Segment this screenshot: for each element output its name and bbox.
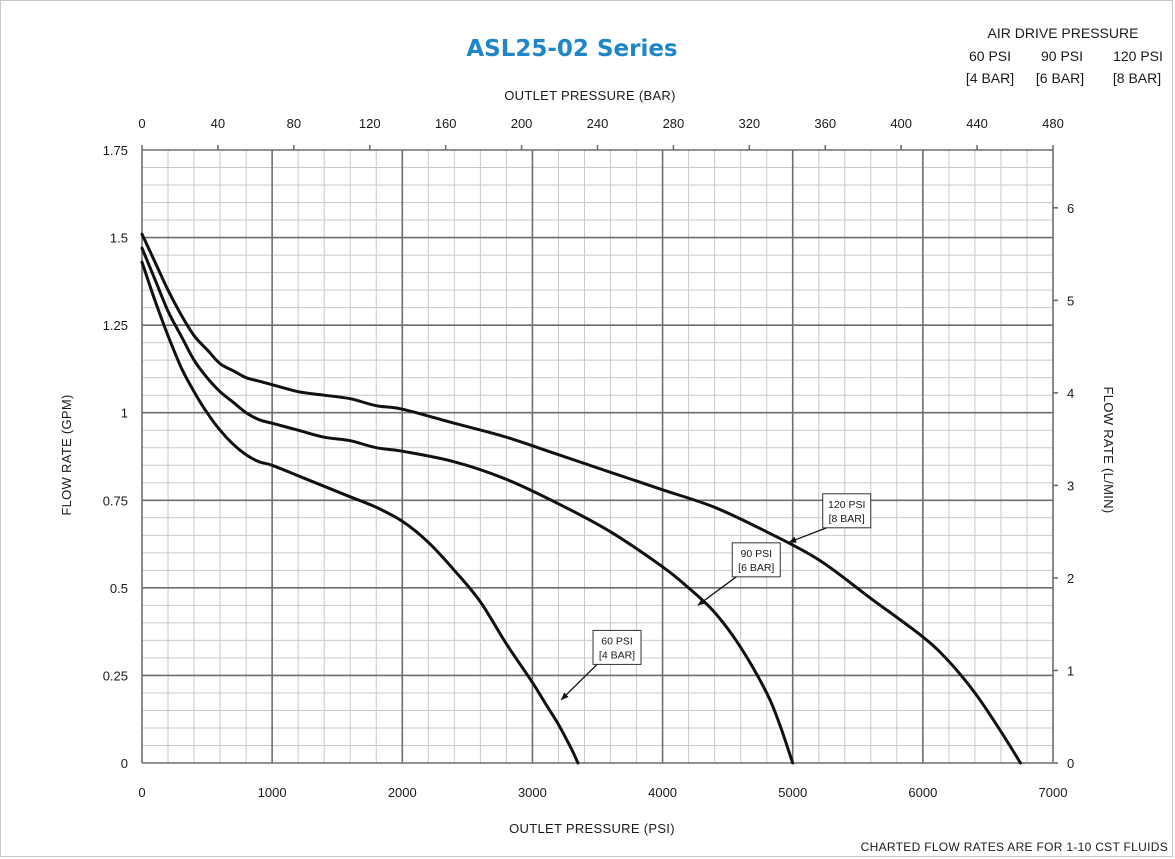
x2-tick-label: 200 — [511, 116, 533, 131]
curves — [140, 232, 1022, 765]
y-tick-label: 1.25 — [103, 318, 128, 333]
x2-tick-label: 240 — [587, 116, 609, 131]
callout-psi-label: 60 PSI — [601, 635, 633, 647]
callout-box — [592, 629, 642, 665]
x2-tick-label: 80 — [287, 116, 301, 131]
callout-bar-label: [4 BAR] — [599, 649, 635, 661]
x-tick-label: 7000 — [1039, 785, 1068, 800]
y2-tick-label: 1 — [1067, 663, 1074, 678]
curve-120-psi — [140, 232, 1022, 765]
grid — [141, 145, 1058, 764]
bottom-axis-title: OUTLET PRESSURE (PSI) — [509, 821, 675, 836]
x-tick-label: 3000 — [518, 785, 547, 800]
x-tick-label: 1000 — [258, 785, 287, 800]
x2-tick-label: 480 — [1042, 116, 1064, 131]
callout-arrow — [560, 663, 598, 701]
x2-tick-label: 360 — [814, 116, 836, 131]
y2-tick-label: 2 — [1067, 571, 1074, 586]
callout-psi-label: 120 PSI — [828, 499, 865, 511]
y2-tick-label: 5 — [1067, 293, 1074, 308]
chart-title: ASL25-02 Series — [466, 36, 677, 62]
y-tick-label: 0.25 — [103, 668, 128, 683]
x-tick-label: 4000 — [648, 785, 677, 800]
top-axis-title: OUTLET PRESSURE (BAR) — [504, 88, 675, 103]
x2-tick-label: 440 — [966, 116, 988, 131]
callout-90-psi: 90 PSI [6 BAR] — [697, 542, 781, 606]
y-tick-label: 1 — [121, 406, 128, 421]
x-tick-label: 2000 — [388, 785, 417, 800]
callout-120-psi: 120 PSI [8 BAR] — [788, 493, 872, 543]
legend-item-90-psi: 90 PSI — [1041, 48, 1083, 64]
y-tick-label: 0.75 — [103, 493, 128, 508]
y-tick-label: 1.75 — [103, 143, 128, 158]
footnote: CHARTED FLOW RATES ARE FOR 1-10 CST FLUI… — [861, 840, 1168, 854]
callout-psi-label: 90 PSI — [741, 548, 773, 560]
callout-arrow — [697, 576, 737, 606]
x2-tick-label: 40 — [211, 116, 225, 131]
callouts: 60 PSI [4 BAR] 90 PSI [6 BAR] 120 PSI [8 BAR] — [560, 493, 872, 701]
y2-tick-label: 0 — [1067, 756, 1074, 771]
x2-tick-label: 0 — [138, 116, 145, 131]
x2-tick-label: 120 — [359, 116, 381, 131]
legend: AIR DRIVE PRESSURE 60 PSI 90 PSI 120 PSI… — [966, 25, 1163, 86]
callout-arrowhead — [561, 692, 569, 700]
legend-title: AIR DRIVE PRESSURE — [988, 25, 1139, 41]
callout-bar-label: [6 BAR] — [738, 562, 774, 574]
callout-bar-label: [8 BAR] — [829, 513, 865, 525]
curve-90-psi — [140, 246, 795, 765]
legend-item-120-psi: 120 PSI — [1113, 48, 1163, 64]
y2-tick-label: 6 — [1067, 201, 1074, 216]
x-tick-label: 6000 — [908, 785, 937, 800]
legend-item-60-psi: 60 PSI — [969, 48, 1011, 64]
x2-tick-label: 160 — [435, 116, 457, 131]
callout-arrowhead — [697, 598, 706, 606]
x2-tick-label: 280 — [663, 116, 685, 131]
callout-box — [731, 542, 781, 578]
y-tick-label: 1.5 — [110, 231, 128, 246]
x2-tick-label: 400 — [890, 116, 912, 131]
y2-tick-label: 3 — [1067, 478, 1074, 493]
left-axis-title: FLOW RATE (GPM) — [59, 394, 74, 515]
legend-item-4-bar: [4 BAR] — [966, 70, 1014, 86]
curve-60-psi — [140, 260, 580, 765]
legend-item-6-bar: [6 BAR] — [1036, 70, 1084, 86]
callout-arrowhead — [788, 536, 797, 543]
legend-item-8-bar: [8 BAR] — [1113, 70, 1161, 86]
right-axis-title: FLOW RATE (L/MIN) — [1101, 387, 1116, 514]
callout-60-psi: 60 PSI [4 BAR] — [560, 629, 642, 701]
y-tick-label: 0.5 — [110, 581, 128, 596]
callout-box — [822, 493, 872, 529]
y-tick-label: 0 — [121, 756, 128, 771]
x-tick-label: 5000 — [778, 785, 807, 800]
y2-tick-label: 4 — [1067, 386, 1074, 401]
x-tick-label: 0 — [138, 785, 145, 800]
tick-labels: 0 1000 2000 3000 4000 5000 6000 700000.250.50.7… — [103, 116, 1075, 800]
x2-tick-label: 320 — [738, 116, 760, 131]
